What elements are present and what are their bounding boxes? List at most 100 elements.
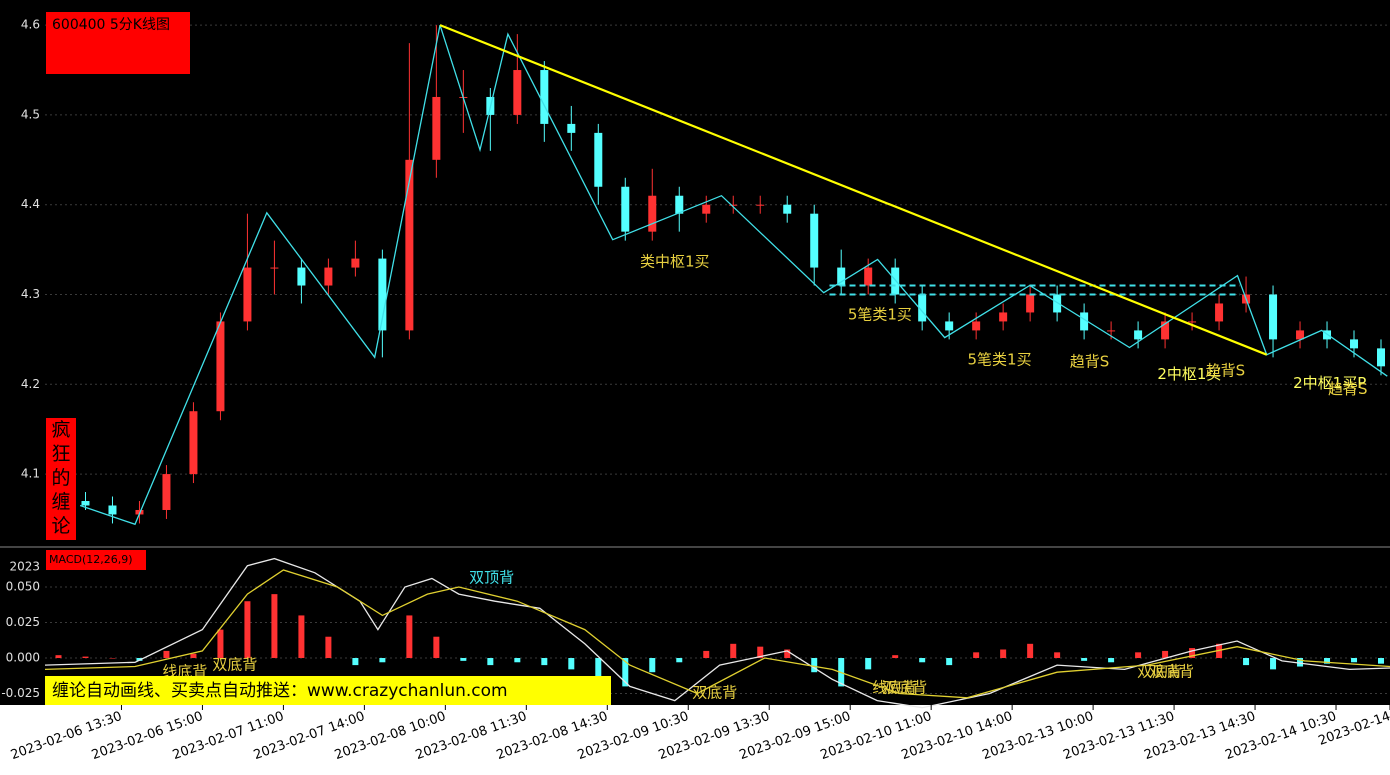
candle-body (945, 321, 954, 331)
macd-bar (1378, 658, 1385, 664)
macd-bar (1054, 652, 1061, 659)
candle-body (324, 267, 333, 286)
candle-body (1188, 321, 1197, 323)
annotation: 5笔类1买 (848, 306, 912, 324)
corner-label: 2023 (9, 560, 40, 574)
candle-body (1161, 321, 1170, 340)
y-tick-label: 0.025 (6, 615, 40, 629)
macd-bar (163, 650, 170, 659)
candle-body (567, 123, 576, 133)
macd-bar (541, 658, 548, 666)
candle-body (648, 195, 657, 232)
macd-bar (1297, 658, 1304, 667)
candle-body (1269, 294, 1278, 340)
annotation: 趋背S (1070, 352, 1110, 370)
macd-bar (487, 658, 494, 666)
dea-line (44, 569, 1390, 699)
candle-body (837, 267, 846, 286)
macd-bar (1081, 658, 1088, 661)
dif-line (44, 557, 1390, 709)
candle-body (540, 70, 549, 124)
macd-bar (244, 601, 251, 659)
candle-body (783, 204, 792, 214)
macd-bar (595, 658, 602, 680)
macd-bar (676, 658, 683, 663)
annotation: 双底背 (882, 678, 927, 696)
macd-bar (1135, 652, 1142, 659)
macd-bar (1189, 648, 1196, 659)
macd-bar (811, 658, 818, 673)
macd-title: MACD(12,26,9) (49, 553, 133, 566)
chart-title: 600400 5分K线图 (52, 17, 170, 33)
macd-bar (1000, 649, 1007, 659)
candle-body (810, 213, 819, 268)
macd-bar (298, 615, 305, 659)
macd-bar (892, 655, 899, 659)
macd-bar (271, 594, 278, 659)
candle-body (999, 312, 1008, 322)
macd-bar (1162, 650, 1169, 659)
candle-body (1107, 330, 1116, 332)
candle-body (1080, 312, 1089, 331)
candle-body (432, 96, 441, 160)
macd-bar (379, 658, 386, 663)
trend-line (439, 24, 1268, 356)
macd-bar (649, 658, 656, 673)
macd-bar (433, 636, 440, 659)
macd-bar (757, 646, 764, 659)
candle-body (756, 204, 765, 206)
annotation: 线底背 (872, 678, 917, 696)
annotation: 2中枢1买P (1293, 374, 1366, 392)
candle-body (216, 321, 225, 412)
candle-body (1053, 294, 1062, 313)
banner-box (45, 676, 611, 705)
macd-bar (1270, 658, 1277, 670)
side-label: 疯狂的缠论 (51, 419, 70, 537)
candle-body (1215, 303, 1224, 322)
title-box (46, 12, 190, 74)
y-tick-label: -0.025 (1, 686, 40, 700)
candle-body (378, 258, 387, 331)
macd-bar (1108, 658, 1115, 663)
macd-bar (1351, 658, 1358, 663)
candle-body (729, 204, 738, 206)
macd-bar (1027, 643, 1034, 659)
macd-bar (190, 653, 197, 659)
candle-body (918, 294, 927, 322)
candle-body (351, 258, 360, 268)
macd-bar (622, 658, 629, 687)
candle-body (702, 204, 711, 214)
annotation: 双底背 (692, 683, 737, 701)
candle-body (81, 501, 90, 506)
macd-bar (55, 655, 62, 659)
macd-bar (1243, 658, 1250, 666)
candle-body (891, 267, 900, 295)
macd-bar (703, 650, 710, 659)
annotation: 双底背 (1149, 663, 1194, 681)
candle-body (1134, 330, 1143, 340)
candle-body (108, 505, 117, 515)
stroke-line (79, 24, 1388, 526)
y-tick-label: 4.1 (21, 467, 40, 481)
macd-bar (325, 636, 332, 659)
y-tick-label: 4.2 (21, 377, 40, 391)
banner: 缠论自动画线、买卖点自动推送：www.crazychanlun.com (52, 681, 508, 701)
macd-bar (82, 656, 89, 659)
annotation: 趋背S (1206, 361, 1246, 379)
candle-body (270, 267, 279, 269)
candle-body (189, 411, 198, 475)
candle-body (1350, 339, 1359, 349)
y-tick-label: 4.4 (21, 197, 40, 211)
macd-title-box (46, 550, 146, 570)
macd-bar (568, 658, 575, 670)
candle-body (1026, 294, 1035, 313)
candle-body (243, 267, 252, 322)
y-tick-label: 0.050 (6, 580, 40, 594)
annotation: 类中枢1买 (640, 253, 710, 271)
candle-body (864, 267, 873, 286)
y-tick-label: 4.5 (21, 107, 40, 121)
x-axis-area (0, 705, 1390, 775)
annotation: 趋背S (1328, 380, 1368, 398)
